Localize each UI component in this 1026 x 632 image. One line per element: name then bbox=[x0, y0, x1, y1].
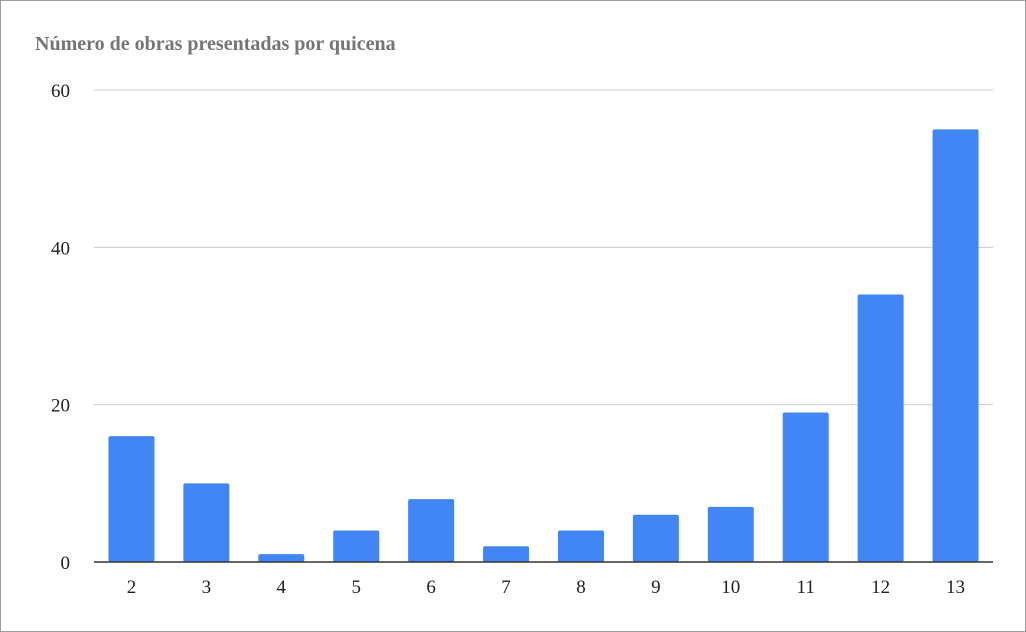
x-tick-label: 9 bbox=[651, 577, 661, 598]
x-tick-label: 7 bbox=[501, 577, 511, 598]
x-tick-label: 10 bbox=[721, 577, 740, 598]
bar-4 bbox=[258, 554, 305, 562]
bar-7 bbox=[483, 546, 530, 562]
bar-3 bbox=[183, 483, 230, 562]
x-tick-label: 5 bbox=[351, 577, 361, 598]
y-tick-label: 20 bbox=[51, 396, 70, 417]
bar-6 bbox=[408, 499, 455, 562]
chart-title: Número de obras presentadas por quicena bbox=[35, 33, 396, 55]
bar-5 bbox=[333, 530, 380, 562]
x-tick-label: 3 bbox=[202, 577, 212, 598]
x-tick-label: 6 bbox=[426, 577, 436, 598]
bar-9 bbox=[632, 514, 679, 562]
bar-11 bbox=[782, 412, 829, 562]
y-axis-ticks: 0 20 40 60 bbox=[51, 81, 70, 574]
y-tick-label: 60 bbox=[51, 81, 70, 102]
x-tick-label: 8 bbox=[576, 577, 586, 598]
bar-10 bbox=[707, 506, 754, 562]
bar-2 bbox=[108, 436, 155, 562]
y-tick-label: 0 bbox=[61, 553, 71, 574]
gridlines bbox=[94, 89, 993, 406]
bars bbox=[108, 129, 979, 563]
bar-13 bbox=[932, 129, 979, 563]
x-tick-label: 11 bbox=[797, 577, 815, 598]
x-tick-label: 4 bbox=[277, 577, 287, 598]
bar-8 bbox=[557, 530, 604, 562]
x-tick-label: 13 bbox=[946, 577, 965, 598]
x-tick-label: 12 bbox=[871, 577, 890, 598]
y-tick-label: 40 bbox=[51, 238, 70, 259]
x-tick-label: 2 bbox=[127, 577, 137, 598]
bar-12 bbox=[857, 294, 904, 562]
x-axis-ticks: 2 3 4 5 6 7 8 9 10 11 12 13 bbox=[127, 577, 965, 598]
